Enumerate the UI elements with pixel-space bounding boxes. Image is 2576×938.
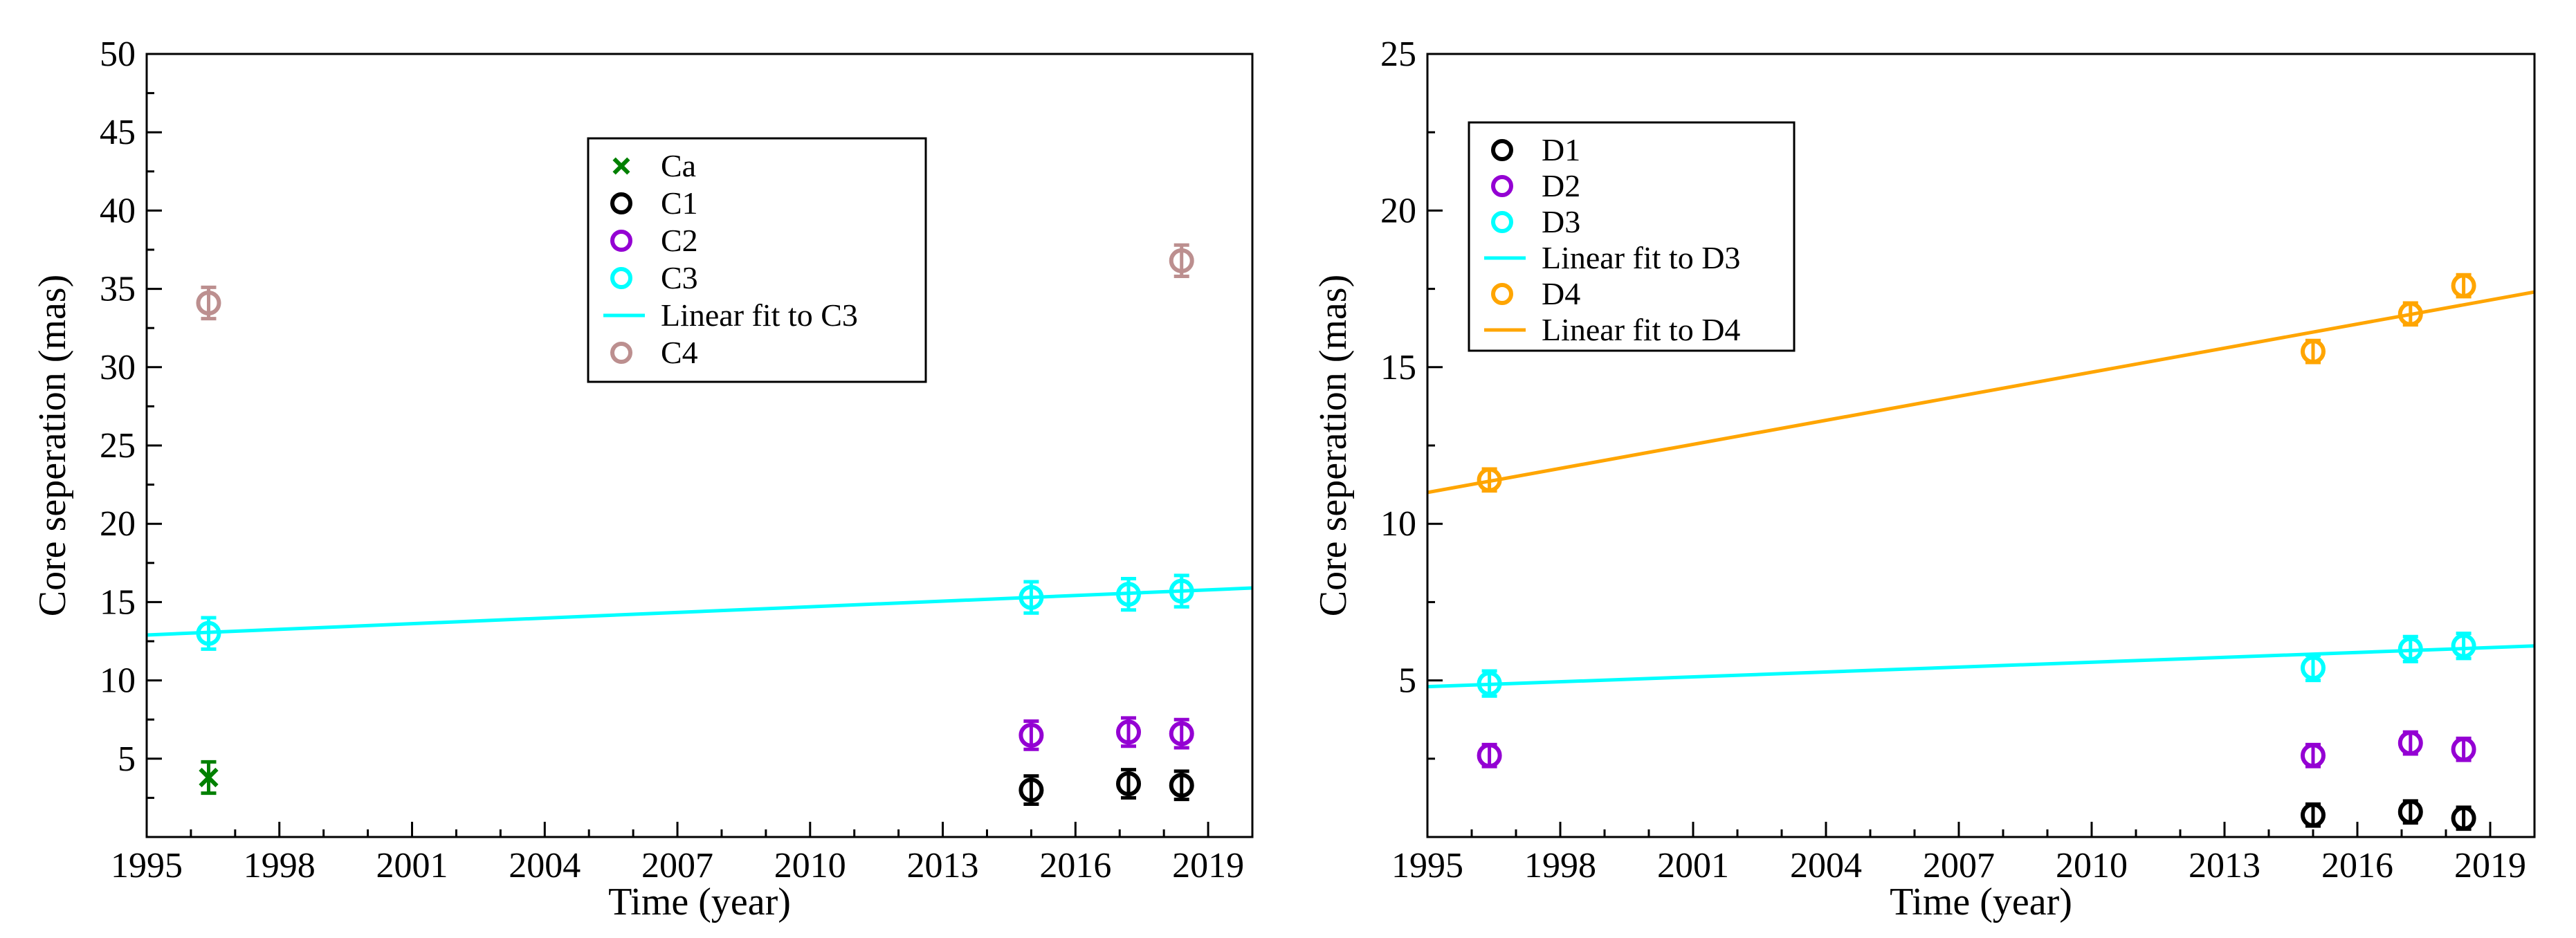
legend-d3-swatch [1491, 211, 1513, 233]
x-tick-label: 2019 [1172, 846, 1244, 885]
x-tick-label: 2004 [509, 846, 581, 885]
left-panel: 1995 1998 2001 2004 2007 2010 2013 2016 2019 5 10 1… [31, 35, 1254, 923]
x-tick-label: 2007 [1923, 846, 1995, 885]
right-panel: 1995 1998 2001 2004 2007 2010 2013 2016 2019 5 10 1… [1312, 35, 2536, 923]
plot-frame [1426, 53, 2536, 838]
y-tick-label: 45 [100, 113, 136, 152]
series-d2-point [2301, 743, 2326, 769]
series-c1-point [1169, 773, 1194, 798]
x-tick-label: 2013 [907, 846, 979, 885]
series-linear-fit-to-d3-line [1427, 644, 2534, 689]
x-axis-label: Time (year) [1890, 881, 2072, 923]
series-d1-point [2451, 805, 2476, 831]
legend-ca-label: Ca [661, 148, 696, 183]
legend-c3-swatch [610, 267, 632, 289]
legend-ca-swatch [612, 157, 630, 175]
y-tick-label: 5 [1398, 661, 1416, 701]
y-tick-label: 35 [100, 270, 136, 309]
series-d2-point [1477, 743, 1502, 769]
x-tick-label: 1998 [1524, 846, 1596, 885]
legend-d1-swatch [1491, 139, 1513, 161]
series-d1-point [2397, 799, 2423, 825]
series-c2-point [1116, 719, 1142, 745]
y-tick-label: 30 [100, 348, 136, 387]
legend-box [587, 137, 927, 383]
series-c2-point [1018, 722, 1044, 748]
x-tick-label: 2007 [641, 846, 713, 885]
legend-d2-label: D2 [1542, 168, 1580, 203]
legend-d3-label: D3 [1542, 204, 1580, 239]
series-d2-point [2451, 737, 2476, 762]
y-tick-label: 10 [100, 661, 136, 701]
x-tick-label: 2010 [774, 846, 846, 885]
legend-d1-label: D1 [1542, 132, 1580, 167]
legend-linear-fit-to-c3-label: Linear fit to C3 [661, 297, 858, 333]
legend-d4-label: D4 [1542, 276, 1580, 311]
y-tick-label: 50 [100, 35, 136, 74]
legend-c1-swatch [610, 192, 632, 214]
x-tick-label: 1995 [1391, 846, 1463, 885]
legend-linear-fit-to-d4-label: Linear fit to D4 [1542, 312, 1740, 347]
y-tick-label: 10 [1380, 504, 1416, 544]
x-tick-label: 2016 [2321, 846, 2393, 885]
x-tick-label: 2004 [1790, 846, 1862, 885]
series-ca-point [199, 767, 219, 788]
y-tick-label: 25 [1380, 35, 1416, 74]
series-d2-point [2397, 730, 2423, 756]
x-tick-label: 2019 [2454, 846, 2526, 885]
y-tick-label: 5 [118, 739, 136, 779]
legend-c2-swatch [610, 230, 632, 252]
series-c4-point [1169, 248, 1194, 273]
series-c2-point [1169, 721, 1194, 746]
plot-area [147, 243, 1252, 806]
y-tick-label: 25 [100, 426, 136, 466]
y-tick-label: 20 [1380, 191, 1416, 230]
series-d3-point [2301, 655, 2326, 681]
legend-linear-fit-to-d3-label: Linear fit to D3 [1542, 240, 1740, 275]
y-tick-label: 40 [100, 191, 136, 230]
series-d1-point [2301, 802, 2326, 828]
plot-area [1427, 273, 2534, 831]
legend-c3-label: C3 [661, 260, 698, 295]
legend-box [1468, 121, 1796, 352]
legend-d2-swatch [1491, 175, 1513, 197]
series-linear-fit-to-d4-line [1427, 290, 2534, 495]
series-c1-point [1018, 778, 1044, 803]
x-tick-label: 1995 [111, 846, 183, 885]
legend-c4-swatch [610, 342, 632, 364]
x-tick-label: 2001 [376, 846, 448, 885]
x-tick-label: 2010 [2056, 846, 2128, 885]
y-tick-label: 20 [100, 504, 136, 544]
series-d3-point [2451, 633, 2476, 659]
x-tick-label: 2016 [1039, 846, 1111, 885]
x-tick-label: 1998 [244, 846, 316, 885]
y-tick-label: 15 [1380, 348, 1416, 387]
legend-c1-label: C1 [661, 185, 698, 221]
y-tick-label: 15 [100, 582, 136, 622]
series-c4-point [196, 290, 221, 315]
series-d4-point [2451, 273, 2476, 299]
x-tick-label: 2001 [1657, 846, 1729, 885]
series-linear-fit-to-c3-line [147, 586, 1252, 637]
y-axis-label: Core seperation (mas) [1312, 275, 1355, 616]
legend-c4-label: C4 [661, 335, 698, 370]
x-axis-label: Time (year) [608, 881, 791, 923]
x-tick-label: 2013 [2189, 846, 2260, 885]
series-c1-point [1116, 771, 1142, 797]
y-axis-label: Core seperation (mas) [31, 275, 74, 616]
series-d4-point [2301, 339, 2326, 365]
plot-frame [145, 53, 1254, 838]
legend-d4-swatch [1491, 283, 1513, 305]
legend-c2-label: C2 [661, 223, 698, 258]
